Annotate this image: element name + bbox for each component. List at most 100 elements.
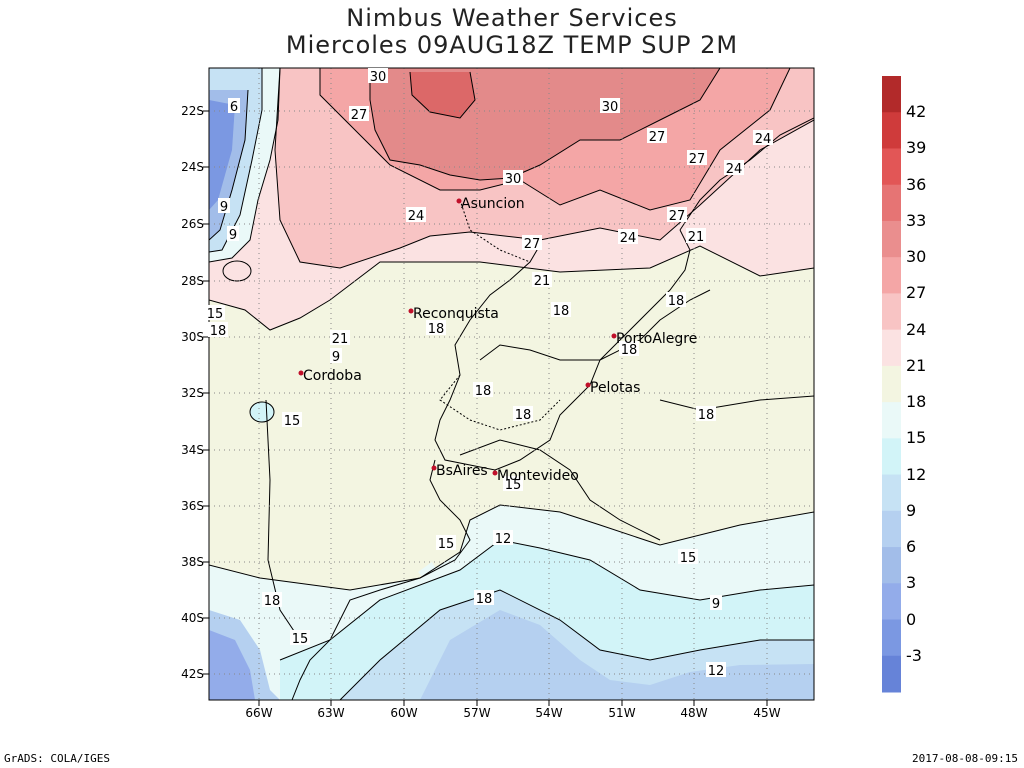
city-markers: Asuncion Reconquista Cordoba PortoAlegre Pel… [298,196,697,484]
contour-label: 18 [428,322,445,337]
contour-label: 30 [370,70,387,85]
city-label: Asuncion [461,196,525,212]
contour-label: 15 [680,551,697,566]
city-label: BsAires [436,463,488,479]
contour-label: 18 [553,304,570,319]
contour-label-background [513,406,533,421]
contour-label: 24 [620,231,637,246]
color-scale-swatch [882,76,901,113]
contour-label: 27 [524,237,541,252]
contour-label: 18 [698,408,715,423]
city-marker [585,382,591,388]
contour-label: 27 [689,152,706,167]
color-scale-swatch [882,510,901,548]
contour-label-background [686,228,706,243]
temperature-fill [209,68,814,700]
contour-label-background [426,320,446,335]
contour-label-background [647,128,667,143]
map-title: Nimbus Weather Services [346,4,678,32]
color-scale-swatch [882,655,901,693]
x-tick-label: 66W [245,706,273,720]
contour-label: 21 [688,230,705,245]
contour-label-background [753,130,773,145]
color-scale-swatch [882,365,901,403]
color-scale-label: 36 [906,174,927,194]
grid-lines [209,68,814,700]
color-scale-label: 21 [906,355,927,375]
contour-label: 24 [726,162,743,177]
contour-label: 9 [220,200,228,215]
contour-label: 18 [621,343,638,358]
y-tick-label: 38S [181,555,204,569]
contour-label-background [330,348,342,363]
color-scale-swatch [882,619,901,657]
contour-label: 9 [229,228,237,243]
color-scale-swatch [882,402,901,439]
contour-label-background [205,305,225,320]
x-tick-label: 54W [535,706,563,720]
contour-label-background [666,292,686,307]
y-tick-label: 26S [181,217,204,231]
contour-label-background [282,412,302,427]
contour-label: 24 [755,132,772,147]
color-scale-label: 6 [906,537,917,557]
contour-label: 27 [669,209,686,224]
color-scale-swatch [882,148,901,186]
y-tick-label: 32S [181,386,204,400]
x-tick-label: 57W [463,706,491,720]
contour-label-background [436,535,456,550]
contour-label-background [493,530,513,545]
contour-label: 9 [712,597,720,612]
contour-label: 12 [708,664,725,679]
color-scale-label: 42 [906,102,927,122]
y-tick-label: 40S [181,611,204,625]
contour-label-background [667,207,687,222]
city-marker [492,470,498,476]
contour-label: 18 [668,294,685,309]
city-label: Reconquista [413,306,499,322]
y-tick-label: 28S [181,274,204,288]
y-tick-label: 22S [181,104,204,118]
contour-label-background [208,322,228,337]
contour-label: 30 [505,172,522,187]
city-marker [298,370,304,376]
contour-label: 18 [475,384,492,399]
footer-credit: GrADS: COLA/IGES [4,752,110,765]
plot-frame [208,67,815,701]
contour-label-background [724,160,744,175]
contour-label-background [218,198,230,213]
contour-label-background [474,590,494,605]
color-scale-swatch [882,547,901,584]
contour-label-background [678,549,698,564]
color-scale-label: 33 [906,210,927,230]
contour-label-background [368,68,388,83]
contour-label-background [696,406,716,421]
color-scale-label: 9 [906,500,917,520]
color-scale-swatch [882,184,901,222]
color-scale-swatch [882,220,901,258]
city-label: Montevideo [497,468,579,484]
color-scale-label: 15 [906,428,927,448]
y-tick-label: 42S [181,667,204,681]
y-tick-label: 30S [181,330,204,344]
contour-label: 21 [332,332,349,347]
contour-label-background [473,382,493,397]
contour-label-background [330,330,350,345]
contour-label: 15 [438,537,455,552]
color-scale-label: 27 [906,283,927,303]
y-tick-label: 24S [181,160,204,174]
contour-label: 30 [602,100,619,115]
contour-label-background [406,207,426,222]
city-marker [431,465,437,471]
y-tick-label: 34S [181,443,204,457]
footer-timestamp: 2017-08-08-09:15 [912,752,1018,765]
x-tick-label: 63W [317,706,345,720]
contour-label-background [290,630,310,645]
y-tick-label: 36S [181,499,204,513]
contour-label: 27 [351,108,368,123]
color-scale-label: -3 [906,645,922,665]
color-scale-swatch [882,329,901,367]
